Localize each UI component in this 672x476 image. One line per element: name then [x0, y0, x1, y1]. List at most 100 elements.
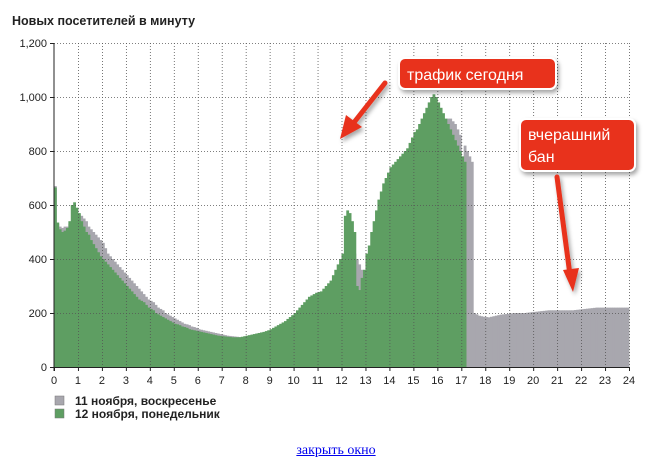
bar-today — [123, 283, 127, 367]
bar-today — [399, 156, 402, 367]
bar-today — [336, 264, 340, 367]
bar-yesterday — [485, 317, 489, 367]
bar-today — [432, 94, 436, 368]
bar-yesterday — [540, 311, 544, 367]
bar-yesterday — [528, 312, 532, 367]
x-tick-label: 1 — [75, 375, 81, 387]
bar-today — [420, 118, 424, 367]
bar-today — [63, 230, 67, 367]
bar-today — [207, 333, 211, 367]
x-tick-label: 14 — [383, 375, 395, 387]
bar-today — [360, 277, 364, 367]
bar-today — [171, 322, 175, 367]
bar-yesterday — [525, 312, 529, 367]
bar-yesterday — [547, 310, 551, 367]
callout-yesterday-ban: вчерашний бан — [519, 118, 636, 292]
bar-yesterday — [537, 311, 541, 367]
x-tick-label: 20 — [527, 375, 539, 387]
bar-yesterday — [509, 313, 513, 367]
bar-today — [363, 269, 366, 367]
bar-today — [406, 148, 409, 367]
bar-yesterday — [597, 307, 601, 367]
x-tick-label: 15 — [407, 375, 419, 387]
bar-yesterday — [542, 310, 546, 367]
bar-today — [384, 178, 388, 367]
bar-today — [367, 245, 371, 367]
bar-yesterday — [511, 313, 515, 367]
bar-today — [219, 335, 223, 367]
bar-today — [70, 205, 74, 367]
bar-yesterday — [478, 315, 481, 367]
bar-today — [204, 332, 208, 367]
bar-yesterday — [602, 307, 606, 367]
bar-yesterday — [593, 307, 596, 367]
bar-today — [157, 314, 160, 367]
bar-yesterday — [506, 313, 510, 367]
callout-today-traffic: трафик сегодня — [340, 57, 557, 139]
bar-today — [267, 330, 271, 367]
bar-today — [173, 323, 177, 367]
bar-today — [169, 321, 172, 367]
bar-yesterday — [516, 313, 520, 367]
close-window-link[interactable]: закрыть окно — [296, 443, 376, 458]
bar-today — [200, 331, 203, 367]
bar-today — [154, 313, 158, 367]
chart-grid — [54, 43, 630, 367]
bar-today — [377, 199, 381, 367]
bar-yesterday — [609, 307, 613, 367]
bar-today — [353, 232, 357, 367]
bar-today — [427, 102, 431, 368]
bar-today — [286, 318, 290, 367]
bar-today — [430, 97, 433, 367]
bar-yesterday — [502, 314, 505, 367]
bar-today — [85, 232, 88, 367]
bar-today — [197, 331, 201, 367]
bar-today — [339, 259, 342, 367]
bar-today — [231, 337, 235, 367]
bar-yesterday — [466, 151, 469, 367]
y-tick-label: 800 — [29, 146, 47, 158]
bar-today — [262, 331, 266, 367]
bar-today — [240, 336, 244, 367]
bar-yesterday — [514, 313, 517, 367]
bar-today — [56, 222, 60, 367]
bar-today — [439, 107, 443, 368]
bar-today — [58, 229, 62, 367]
bar-yesterday — [533, 311, 536, 367]
bar-today — [54, 187, 57, 367]
bar-today — [190, 329, 194, 367]
bar-today — [372, 221, 376, 367]
bar-yesterday — [590, 308, 594, 367]
bar-yesterday — [557, 310, 560, 367]
bar-today — [130, 291, 134, 367]
bar-today — [92, 244, 96, 367]
callout-ban-line1: вчерашний — [528, 127, 610, 144]
bar-today — [334, 269, 338, 367]
x-tick-label: 7 — [219, 375, 225, 387]
bar-yesterday — [499, 314, 503, 367]
bar-today — [300, 304, 304, 367]
bar-today — [87, 234, 91, 367]
bar-today — [461, 156, 465, 367]
bar-yesterday — [585, 308, 589, 367]
y-tick-label: 1,200 — [19, 38, 47, 50]
bar-yesterday — [492, 316, 496, 367]
bar-yesterday — [612, 307, 616, 367]
bar-today — [121, 280, 124, 367]
bar-yesterday — [621, 307, 625, 367]
x-tick-label: 22 — [575, 375, 587, 387]
bar-today — [118, 277, 122, 367]
x-tick-label: 18 — [479, 375, 491, 387]
bar-yesterday — [559, 310, 563, 367]
bar-yesterday — [573, 310, 577, 367]
bar-today — [327, 283, 330, 367]
y-axis-ticks: 0 200 400 600 800 1,000 1,200 — [19, 38, 54, 374]
legend-swatch-yesterday — [54, 395, 65, 406]
bar-yesterday — [624, 307, 628, 367]
x-tick-label: 8 — [243, 375, 249, 387]
x-tick-label: 9 — [267, 375, 273, 387]
arrow-today-icon — [340, 80, 388, 139]
bar-yesterday — [607, 307, 611, 367]
bar-today — [195, 330, 199, 367]
bar-today — [365, 253, 369, 367]
